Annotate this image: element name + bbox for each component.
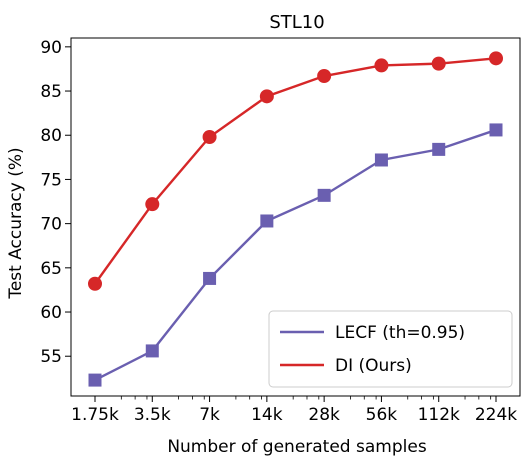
x-axis-label: Number of generated samples (167, 437, 427, 457)
y-tick-label: 55 (40, 347, 62, 367)
y-tick-label: 70 (40, 215, 62, 235)
x-tick-label: 28k (308, 405, 340, 425)
data-point (259, 89, 274, 104)
y-tick-label: 60 (40, 303, 62, 323)
legend: LECF (th=0.95) DI (Ours) (268, 310, 513, 388)
data-point (88, 276, 102, 291)
data-point (145, 197, 160, 212)
y-tick-label: 65 (40, 259, 62, 279)
legend-entry-label: LECF (th=0.95) (335, 323, 465, 343)
plot-frame (70, 37, 521, 397)
data-point (202, 130, 217, 145)
data-point (145, 344, 159, 358)
data-point (432, 142, 446, 156)
legend-box (268, 310, 513, 388)
data-point (260, 214, 274, 228)
data-point (374, 58, 389, 73)
y-tick-label: 85 (40, 82, 62, 102)
data-point (317, 188, 331, 202)
data-point (88, 373, 102, 387)
data-point (374, 153, 388, 167)
x-tick-label: 56k (366, 405, 398, 425)
y-tick-label: 90 (40, 38, 62, 58)
x-tick-label: 14k (251, 405, 283, 425)
y-tick-label: 75 (40, 170, 62, 190)
x-tick-label: 1.75k (71, 405, 119, 425)
series-line-1 (94, 57, 497, 285)
y-axis-label: Test Accuracy (%) (6, 147, 26, 299)
legend-entry-label: DI (Ours) (335, 356, 412, 376)
data-point (317, 69, 332, 84)
data-point (489, 51, 503, 66)
x-tick-label: 224k (475, 405, 517, 425)
x-tick-label: 3.5k (134, 405, 171, 425)
chart-title: STL10 (269, 12, 324, 33)
x-tick-label: 7k (199, 405, 220, 425)
series-line-0 (94, 128, 497, 382)
y-tick-label: 80 (40, 126, 62, 146)
x-tick-label: 112k (418, 405, 460, 425)
data-point (489, 123, 503, 137)
data-point (431, 56, 446, 71)
data-point (203, 271, 217, 285)
